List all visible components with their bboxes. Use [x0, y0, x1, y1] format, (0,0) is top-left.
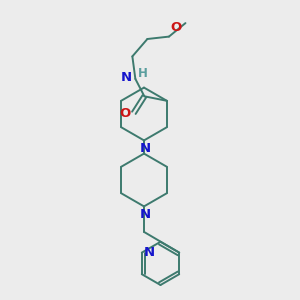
Text: N: N: [144, 246, 155, 259]
Text: N: N: [121, 71, 132, 84]
Text: O: O: [170, 21, 182, 34]
Text: N: N: [140, 142, 151, 155]
Text: O: O: [119, 107, 130, 120]
Text: H: H: [138, 67, 148, 80]
Text: N: N: [140, 208, 151, 221]
